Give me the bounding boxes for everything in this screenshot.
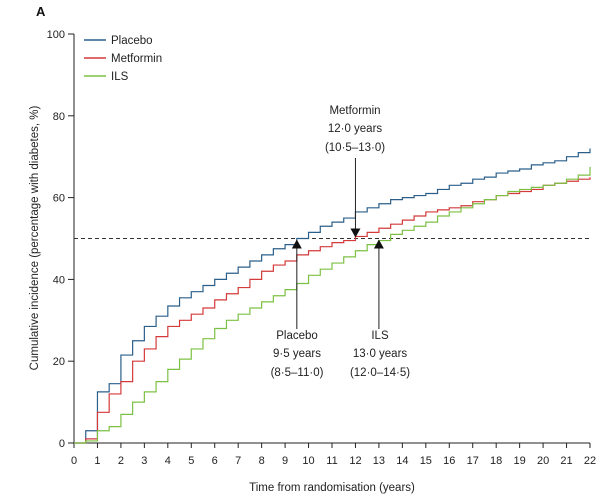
arrow-ils-head	[373, 239, 384, 249]
legend-label-placebo: Placebo	[111, 35, 153, 47]
panel-label: A	[36, 4, 46, 19]
x-tick-label: 22	[584, 455, 596, 467]
x-tick-label: 1	[94, 455, 100, 467]
x-axis-label: Time from randomisation (years)	[249, 482, 415, 494]
x-tick-label: 13	[373, 455, 385, 467]
x-tick-label: 7	[235, 455, 241, 467]
annotation-metformin-ci: (10·5–13·0)	[325, 142, 385, 154]
x-tick-label: 18	[490, 455, 502, 467]
annotation-placebo-label: Placebo	[276, 330, 318, 342]
series-metformin-line	[74, 177, 591, 444]
series-placebo-line	[74, 148, 591, 444]
legend-label-metformin: Metformin	[111, 53, 162, 65]
x-tick-label: 6	[212, 455, 218, 467]
legend-label-ils: ILS	[111, 71, 129, 83]
annotation-metformin-median: 12·0 years	[328, 123, 383, 135]
annotation-ils-label: ILS	[371, 330, 389, 342]
arrow-placebo-head	[291, 239, 302, 249]
annotation-metformin-label: Metformin	[329, 105, 380, 117]
x-tick-label: 3	[141, 455, 147, 467]
x-tick-label: 15	[420, 455, 432, 467]
x-tick-label: 11	[326, 455, 337, 467]
x-tick-label: 19	[514, 455, 526, 467]
x-tick-label: 2	[118, 455, 124, 467]
x-tick-label: 8	[259, 455, 265, 467]
x-tick-label: 12	[349, 455, 361, 467]
x-tick-label: 4	[165, 455, 171, 467]
x-tick-label: 16	[443, 455, 455, 467]
x-tick-label: 21	[560, 455, 572, 467]
y-tick-label: 20	[53, 356, 65, 368]
annotation-placebo-ci: (8·5–11·0)	[271, 367, 324, 379]
y-tick-label: 0	[59, 438, 65, 450]
y-tick-label: 60	[53, 193, 65, 205]
y-tick-label: 40	[53, 274, 65, 286]
annotation-ils-ci: (12·0–14·5)	[350, 367, 410, 379]
x-tick-label: 17	[467, 455, 479, 467]
x-tick-label: 14	[396, 455, 408, 467]
annotation-ils-median: 13·0 years	[353, 348, 408, 360]
y-axis-label: Cumulative incidence (percentage with di…	[29, 106, 41, 371]
annotation-placebo-median: 9·5 years	[273, 348, 321, 360]
y-tick-label: 100	[47, 29, 65, 41]
x-tick-label: 5	[188, 455, 194, 467]
x-tick-label: 20	[537, 455, 549, 467]
y-tick-label: 80	[53, 111, 65, 123]
x-tick-label: 9	[282, 455, 288, 467]
x-tick-label: 10	[302, 455, 314, 467]
series-ils-line	[74, 166, 591, 444]
arrow-metformin-head	[350, 228, 361, 238]
x-tick-label: 0	[71, 455, 77, 467]
